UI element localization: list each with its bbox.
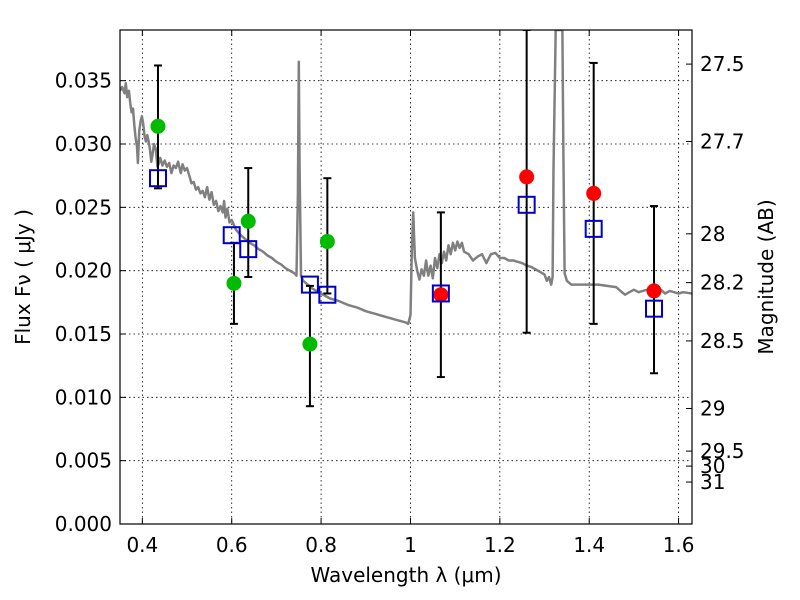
x-tick-label: 0.8	[305, 533, 337, 557]
model-spectrum-layer	[120, 30, 692, 326]
x-tick-label: 1.4	[573, 533, 605, 557]
model-point	[318, 285, 337, 304]
y-axis-label: Flux Fν ( μJy )	[11, 209, 35, 345]
data-point	[586, 185, 602, 201]
model-point	[148, 169, 167, 188]
right-tick-label: 27.5	[700, 52, 745, 76]
data-point	[319, 234, 335, 250]
model-point	[645, 299, 664, 318]
model-point	[222, 226, 241, 245]
data-point	[519, 169, 535, 185]
right-tick-label: 29	[700, 396, 725, 420]
right-tick-label: 28.2	[700, 271, 745, 295]
y-tick-label: 0.010	[55, 385, 112, 409]
data-point	[226, 275, 242, 291]
axis-ticks: 0.4 0.6 0.8 1 1.2 1.4 1.6 0.000 0.005 0.010 0.015 0…	[55, 30, 745, 557]
model-point	[431, 284, 450, 303]
grid	[120, 30, 692, 524]
y-tick-label: 0.035	[55, 69, 112, 93]
y-tick-label: 0.025	[55, 195, 112, 219]
right-tick-label: 28.5	[700, 329, 745, 353]
x-tick-label: 1.6	[663, 533, 695, 557]
plot-background	[120, 30, 692, 524]
model-spectrum-line	[120, 30, 692, 326]
y-tick-label: 0.005	[55, 449, 112, 473]
y-tick-label: 0.020	[55, 259, 112, 283]
model-point	[300, 275, 319, 294]
model-point	[239, 240, 258, 259]
right-tick-label: 29.5	[700, 439, 745, 463]
y-tick-label: 0.000	[55, 512, 112, 536]
y-tick-label: 0.030	[55, 132, 112, 156]
x-tick-label: 1.2	[484, 533, 516, 557]
right-tick-label: 30	[700, 454, 725, 478]
data-point	[240, 213, 256, 229]
points-layer	[148, 118, 664, 352]
right-tick-label: 31	[700, 470, 725, 494]
plot-frame	[119, 29, 693, 525]
x-tick-label: 0.6	[216, 533, 248, 557]
data-point	[302, 336, 318, 352]
x-tick-label: 1	[404, 533, 417, 557]
model-point	[517, 195, 536, 214]
right-axis-label: Magnitude (AB)	[754, 199, 778, 354]
data-point	[150, 118, 166, 134]
right-tick-label: 28	[700, 222, 725, 246]
x-axis-label: Wavelength λ (μm)	[310, 563, 501, 587]
data-point	[646, 283, 662, 299]
data-point	[433, 287, 449, 303]
x-tick-label: 0.4	[126, 533, 158, 557]
model-point	[584, 219, 603, 238]
right-tick-label: 27.7	[700, 129, 745, 153]
y-tick-label: 0.015	[55, 322, 112, 346]
